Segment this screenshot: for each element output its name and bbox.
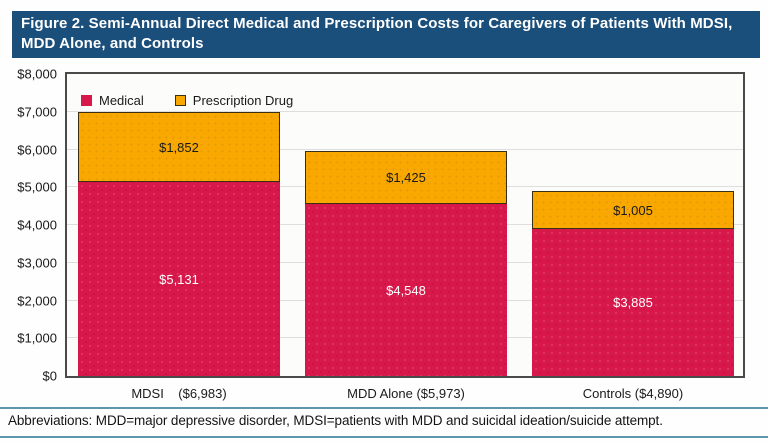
- y-tick-label: $2,000: [17, 293, 57, 308]
- gridline: [67, 148, 743, 150]
- x-category-label: MDSI ($6,983): [131, 386, 227, 401]
- segment-value-label: $1,852: [159, 139, 199, 155]
- segment-value-label: $1,425: [386, 169, 426, 185]
- y-tick-label: $4,000: [17, 217, 57, 233]
- prescription-swatch-icon: [174, 95, 186, 106]
- medical-swatch-icon: [81, 95, 92, 106]
- bar-group: $5,131 $1,852: [78, 74, 280, 376]
- footnote-rule-bottom: [0, 436, 768, 438]
- medical-segment: $3,885: [532, 229, 734, 376]
- prescription-segment: $1,852: [78, 112, 280, 183]
- segment-value-label: $1,005: [613, 202, 653, 218]
- segment-value-label: $5,131: [159, 271, 199, 287]
- legend-label-medical: Medical: [99, 93, 144, 108]
- y-tick-label: $0: [42, 368, 57, 384]
- bar-group: $3,885 $1,005: [532, 74, 734, 376]
- y-tick-label: $3,000: [17, 255, 57, 271]
- y-tick-label: $6,000: [17, 142, 57, 157]
- medical-segment: $4,548: [305, 204, 507, 376]
- legend-item-prescription: Prescription Drug: [174, 93, 294, 108]
- prescription-segment: $1,425: [305, 150, 507, 205]
- abbreviations-footnote: Abbreviations: MDD=major depressive diso…: [8, 413, 663, 428]
- bar-group: $4,548 $1,425: [305, 74, 507, 376]
- y-tick-label: $7,000: [17, 104, 57, 120]
- segment-value-label: $3,885: [613, 295, 653, 311]
- x-category-label: MDD Alone ($5,973): [347, 386, 465, 401]
- x-category-label: Controls ($4,890): [582, 386, 684, 401]
- prescription-segment: $1,005: [532, 191, 734, 230]
- y-tick-label: $1,000: [17, 330, 57, 346]
- figure-title: Figure 2. Semi-Annual Direct Medical and…: [12, 11, 760, 58]
- medical-segment: $5,131: [78, 182, 280, 376]
- plot-area: $5,131 $1,852 $4,548 $1,425 $3,885 $1,005 Med…: [65, 72, 745, 378]
- gridline: [67, 110, 743, 112]
- legend-label-prescription: Prescription Drug: [192, 93, 294, 108]
- y-tick-label: $8,000: [17, 66, 57, 82]
- legend-item-medical: Medical: [81, 93, 144, 108]
- segment-value-label: $4,548: [386, 282, 426, 298]
- y-tick-label: $5,000: [17, 179, 57, 195]
- legend: Medical Prescription Drug: [81, 93, 293, 108]
- footnote-rule-top: [0, 407, 768, 409]
